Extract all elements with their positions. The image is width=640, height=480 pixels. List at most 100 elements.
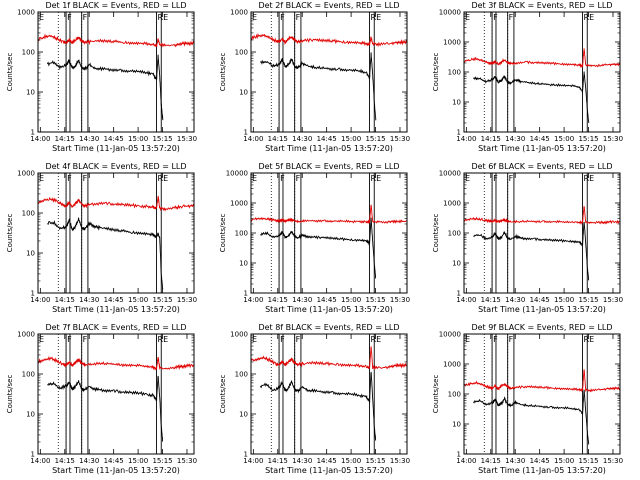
y-tick-label: 1000 [17,9,35,17]
y-tick-label: 1000 [17,331,35,339]
plot-frame [250,172,408,294]
x-axis-label: Start Time (11-Jan-05 13:57:20) [265,466,393,475]
y-tick-label: 10 [239,411,248,419]
x-tick-label: 14:45 [317,135,337,143]
panel-6: Det 6f BLACK = Events, RED = LLD Start Ti… [432,162,623,314]
x-tick-label: 15:30 [177,296,197,304]
marker-label: F [296,174,301,183]
x-tick-label: 15:30 [177,457,197,465]
panel-title: Det 8f BLACK = Events, RED = LLD [258,323,399,332]
events-series-line [473,389,590,445]
y-axis-label: Counts/sec [432,53,440,92]
marker-label: F [280,13,285,22]
x-tick-label: 15:15 [152,296,172,304]
x-tick-label: 15:30 [390,296,410,304]
x-tick-label: 14:15 [481,135,501,143]
panel-title: Det 3f BLACK = Events, RED = LLD [471,1,612,10]
y-tick-label: 1 [31,451,35,459]
y-tick-label: 1000 [17,170,35,178]
marker-label: F [280,335,285,344]
marker-label: F [280,174,285,183]
y-tick-label: 10 [452,421,461,429]
y-tick-label: 10 [239,89,248,97]
panel-title: Det 7f BLACK = Events, RED = LLD [45,323,186,332]
marker-label: F [83,13,88,22]
marker-label: E [252,174,257,183]
x-tick-label: 15:15 [578,457,598,465]
x-tick-label: 15:00 [554,457,574,465]
marker-label: E [465,174,470,183]
y-tick-label: 1000 [443,39,461,47]
marker-label: E [39,13,44,22]
x-tick-label: 14:00 [243,135,263,143]
lld-series-line [250,204,408,224]
x-tick-label: 15:30 [177,135,197,143]
y-tick-label: 100 [448,391,461,399]
x-tick-label: 14:45 [317,457,337,465]
events-series-line [47,375,164,442]
marker-label: F [67,174,72,183]
x-tick-label: 14:15 [268,457,288,465]
marker-label: F [296,335,301,344]
y-tick-label: 100 [22,49,35,57]
y-tick-label: 10000 [439,9,461,17]
y-tick-label: 10 [452,260,461,268]
y-tick-label: 1 [244,290,248,298]
x-tick-label: 15:30 [390,457,410,465]
x-tick-label: 15:15 [578,135,598,143]
x-tick-label: 14:00 [30,296,50,304]
panel-4: Det 4f BLACK = Events, RED = LLD Start Ti… [6,162,197,314]
y-tick-label: 10000 [226,170,248,178]
x-tick-label: 14:00 [243,457,263,465]
x-tick-label: 15:00 [128,135,148,143]
marker-label: RE [584,174,595,183]
events-series-line [260,217,377,279]
panel-title: Det 5f BLACK = Events, RED = LLD [258,162,399,171]
y-tick-label: 1000 [443,361,461,369]
y-tick-label: 100 [22,210,35,218]
x-tick-label: 14:00 [30,135,50,143]
y-axis-label: Counts/sec [219,53,227,92]
x-tick-label: 15:15 [152,457,172,465]
y-axis-label: Counts/sec [6,214,14,253]
x-tick-label: 14:00 [456,135,476,143]
x-tick-label: 14:30 [505,296,525,304]
y-tick-label: 100 [448,230,461,238]
marker-label: RE [371,13,382,22]
x-tick-label: 14:15 [481,457,501,465]
events-series-line [260,52,377,121]
marker-label: E [465,13,470,22]
x-axis-label: Start Time (11-Jan-05 13:57:20) [478,305,606,314]
y-tick-label: 100 [235,230,248,238]
panel-title: Det 6f BLACK = Events, RED = LLD [471,162,612,171]
y-tick-label: 1 [31,290,35,298]
x-tick-label: 14:15 [55,296,75,304]
panel-5: Det 5f BLACK = Events, RED = LLD Start Ti… [219,162,410,314]
marker-label: RE [371,174,382,183]
x-tick-label: 14:15 [481,296,501,304]
x-tick-label: 14:30 [505,135,525,143]
x-tick-label: 14:15 [55,135,75,143]
y-axis-label: Counts/sec [432,214,440,253]
plot-frame [463,172,621,294]
panel-9: Det 9f BLACK = Events, RED = LLD Start Ti… [432,323,623,475]
x-axis-label: Start Time (11-Jan-05 13:57:20) [478,144,606,153]
x-tick-label: 14:45 [530,457,550,465]
x-tick-label: 14:30 [79,135,99,143]
x-tick-label: 14:00 [243,296,263,304]
marker-label: E [39,174,44,183]
y-tick-label: 1000 [443,200,461,208]
x-tick-label: 14:15 [268,135,288,143]
plot-frame [463,333,621,455]
x-tick-label: 15:00 [128,457,148,465]
events-series-line [259,371,377,441]
x-tick-label: 14:45 [530,135,550,143]
lld-series-line [250,33,408,48]
marker-label: E [252,13,257,22]
panel-1: Det 1f BLACK = Events, RED = LLD Start Ti… [6,1,197,153]
x-tick-label: 15:00 [341,135,361,143]
marker-label: F [493,13,498,22]
marker-label: RE [371,335,382,344]
panel-7: Det 7f BLACK = Events, RED = LLD Start Ti… [6,323,197,475]
